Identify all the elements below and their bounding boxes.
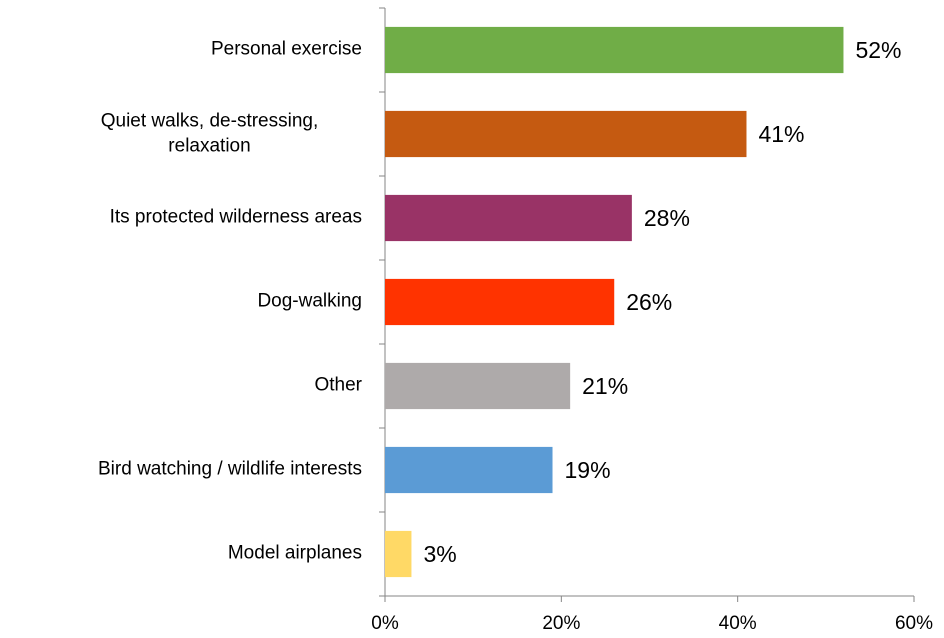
category-text: Quiet walks, de-stressing, relaxation	[100, 110, 319, 156]
category-label: Bird watching / wildlife interests	[0, 458, 362, 483]
bar	[385, 194, 632, 242]
category-text: Other	[314, 374, 362, 396]
category-label: Personal exercise	[0, 38, 362, 63]
value-label: 41%	[758, 121, 804, 147]
bar	[385, 362, 571, 410]
bar	[385, 278, 615, 326]
x-tick-label: 40%	[719, 613, 757, 634]
category-label: Other	[0, 374, 362, 399]
category-text: Dog-walking	[257, 290, 362, 312]
category-label: Quiet walks, de-stressing, relaxation	[0, 109, 362, 158]
value-label: 26%	[626, 289, 672, 315]
x-tick-label: 20%	[542, 613, 580, 634]
category-text: Personal exercise	[210, 38, 362, 60]
value-label: 28%	[644, 205, 690, 231]
bar	[385, 26, 844, 74]
category-label: Dog-walking	[0, 290, 362, 315]
value-label: 21%	[582, 373, 628, 399]
category-text: Bird watching / wildlife interests	[98, 458, 362, 480]
bar	[385, 530, 412, 578]
bar	[385, 110, 747, 158]
category-label: Its protected wilderness areas	[0, 206, 362, 231]
category-label: Model airplanes	[0, 542, 362, 567]
value-label: 19%	[565, 457, 611, 483]
category-text: Model airplanes	[227, 542, 362, 564]
bar	[385, 446, 553, 494]
value-label: 3%	[423, 541, 456, 567]
x-tick-label: 60%	[895, 613, 933, 634]
category-text: Its protected wilderness areas	[109, 206, 362, 228]
value-label: 52%	[855, 37, 901, 63]
x-tick-label: 0%	[371, 613, 399, 634]
